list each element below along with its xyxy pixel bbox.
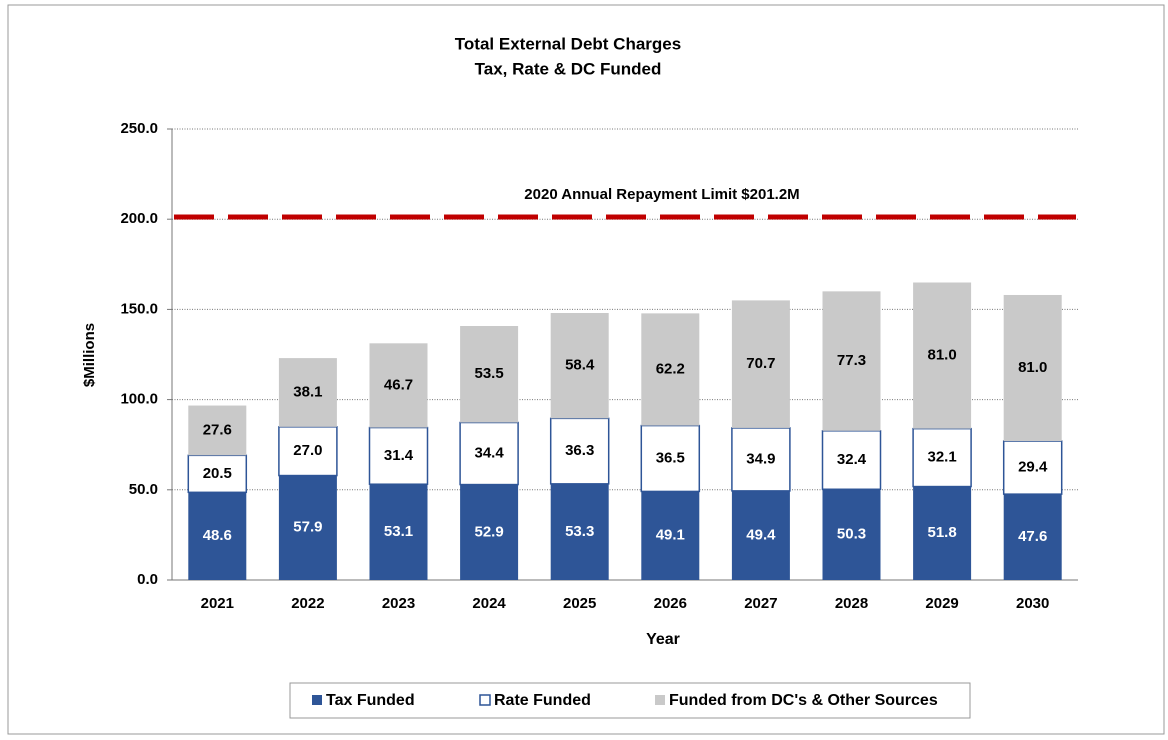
data-label: 49.1 — [656, 527, 685, 544]
legend-label: Funded from DC's & Other Sources — [669, 692, 938, 709]
chart-subtitle: Tax, Rate & DC Funded — [475, 59, 662, 78]
bar-segment — [1002, 440, 1063, 495]
data-label: 53.5 — [474, 365, 503, 382]
bar-segment — [278, 358, 337, 427]
bar-segment — [460, 484, 519, 580]
data-label: 51.8 — [927, 524, 956, 541]
bar-segment — [1003, 294, 1062, 442]
data-label: 32.1 — [927, 449, 956, 466]
y-tick-label: 100.0 — [120, 391, 158, 408]
bar-segment — [459, 421, 519, 486]
bar-segment — [460, 325, 519, 423]
y-tick-label: 250.0 — [120, 120, 158, 137]
data-label: 57.9 — [293, 519, 322, 536]
bar-segment — [731, 300, 790, 428]
x-tick-label: 2025 — [563, 595, 596, 612]
bar-segment — [822, 489, 881, 580]
bar-segment — [641, 313, 700, 426]
legend-swatch — [655, 695, 665, 705]
y-tick-label: 150.0 — [120, 300, 158, 317]
bar-segment — [369, 484, 428, 580]
data-label: 46.7 — [384, 376, 413, 393]
data-label: 47.6 — [1018, 528, 1047, 545]
bar-segment — [913, 486, 972, 580]
bar-segment — [549, 417, 610, 485]
bar-segment — [278, 426, 338, 477]
data-label: 29.4 — [1018, 459, 1048, 476]
bar-segment — [188, 492, 247, 580]
data-label: 50.3 — [837, 526, 866, 543]
data-label: 36.5 — [656, 449, 685, 466]
x-tick-label: 2030 — [1016, 595, 1049, 612]
x-tick-label: 2022 — [291, 595, 324, 612]
bar-segment — [1003, 494, 1062, 580]
x-tick-label: 2027 — [744, 595, 777, 612]
data-label: 62.2 — [656, 360, 685, 377]
bar-segment — [640, 424, 701, 493]
legend-swatch — [312, 695, 322, 705]
data-label: 38.1 — [293, 383, 322, 400]
data-label: 53.3 — [565, 523, 594, 540]
data-label: 34.9 — [746, 450, 775, 467]
x-axis-label: Year — [646, 631, 680, 648]
data-label: 27.6 — [203, 421, 232, 438]
data-label: 52.9 — [474, 523, 503, 540]
chart-title: Total External Debt Charges — [455, 34, 681, 53]
x-tick-label: 2023 — [382, 595, 415, 612]
y-tick-label: 200.0 — [120, 210, 158, 227]
legend-label: Tax Funded — [326, 692, 415, 709]
bar-segment — [913, 282, 972, 429]
data-label: 77.3 — [837, 352, 866, 369]
reference-label: 2020 Annual Repayment Limit $201.2M — [524, 186, 799, 203]
y-axis-label: $Millions — [81, 323, 98, 387]
data-label: 27.0 — [293, 442, 322, 459]
x-tick-label: 2029 — [925, 595, 958, 612]
bar-segment — [822, 291, 881, 431]
data-label: 48.6 — [203, 527, 232, 544]
data-label: 34.4 — [474, 445, 504, 462]
bar-segment — [368, 426, 429, 485]
data-label: 58.4 — [565, 357, 595, 374]
bar-segment — [278, 475, 337, 580]
data-label: 36.3 — [565, 442, 594, 459]
x-tick-label: 2021 — [201, 595, 234, 612]
legend-box — [289, 682, 971, 719]
bar-segment — [188, 405, 247, 456]
bar-segment — [641, 491, 700, 580]
data-label: 20.5 — [203, 465, 232, 482]
x-tick-label: 2028 — [835, 595, 868, 612]
data-label: 31.4 — [384, 447, 414, 464]
x-tick-label: 2026 — [654, 595, 687, 612]
legend-label: Rate Funded — [494, 692, 591, 709]
data-label: 49.4 — [746, 526, 776, 543]
bar-segment — [369, 343, 428, 428]
bar-segment — [821, 430, 882, 491]
data-label: 70.7 — [746, 355, 775, 372]
bar-segment — [550, 483, 609, 580]
y-tick-label: 0.0 — [137, 571, 158, 588]
data-label: 32.4 — [837, 451, 867, 468]
bar-segment — [550, 313, 609, 419]
data-label: 53.1 — [384, 523, 413, 540]
bar-segment — [731, 427, 791, 492]
legend-swatch — [479, 694, 491, 706]
data-label: 81.0 — [1018, 359, 1047, 376]
bar-segment — [731, 490, 790, 580]
bar-segment — [912, 427, 972, 488]
data-label: 81.0 — [927, 347, 956, 364]
x-tick-label: 2024 — [472, 595, 506, 612]
y-tick-label: 50.0 — [129, 481, 158, 498]
